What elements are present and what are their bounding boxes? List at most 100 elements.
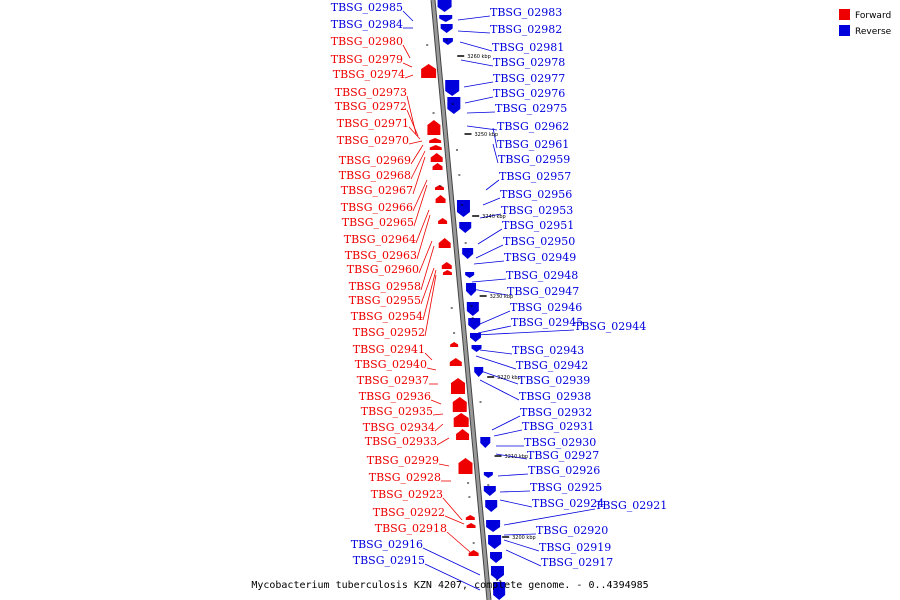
gene-label-tbsg_02915[interactable]: TBSG_02915: [353, 554, 425, 567]
gene-forward[interactable]: [438, 238, 451, 248]
gene-label-tbsg_02975[interactable]: TBSG_02975: [495, 102, 567, 115]
gene-forward[interactable]: [465, 515, 475, 520]
gene-reverse[interactable]: [486, 520, 501, 532]
gene-label-tbsg_02970[interactable]: TBSG_02970: [337, 134, 409, 147]
gene-label-tbsg_02977[interactable]: TBSG_02977: [493, 72, 565, 85]
gene-label-tbsg_02971[interactable]: TBSG_02971: [337, 117, 409, 130]
gene-label-tbsg_02985[interactable]: TBSG_02985: [331, 1, 403, 14]
gene-label-tbsg_02925[interactable]: TBSG_02925: [530, 481, 602, 494]
gene-label-tbsg_02934[interactable]: TBSG_02934: [363, 421, 435, 434]
gene-label-tbsg_02929[interactable]: TBSG_02929: [367, 454, 439, 467]
gene-forward[interactable]: [450, 342, 459, 347]
gene-label-tbsg_02958[interactable]: TBSG_02958: [349, 280, 421, 293]
gene-forward[interactable]: [449, 358, 462, 366]
gene-reverse[interactable]: [474, 367, 484, 377]
gene-reverse[interactable]: [456, 200, 470, 217]
gene-label-tbsg_02948[interactable]: TBSG_02948: [506, 269, 578, 282]
gene-label-tbsg_02930[interactable]: TBSG_02930: [524, 436, 596, 449]
gene-label-tbsg_02953[interactable]: TBSG_02953: [501, 204, 573, 217]
gene-reverse[interactable]: [470, 333, 481, 342]
gene-label-tbsg_02966[interactable]: TBSG_02966: [341, 201, 413, 214]
gene-label-tbsg_02945[interactable]: TBSG_02945: [511, 316, 583, 329]
gene-label-tbsg_02919[interactable]: TBSG_02919: [539, 541, 611, 554]
gene-reverse[interactable]: [483, 486, 496, 496]
gene-label-tbsg_02972[interactable]: TBSG_02972: [335, 100, 407, 113]
gene-label-tbsg_02947[interactable]: TBSG_02947: [507, 285, 579, 298]
gene-label-tbsg_02983[interactable]: TBSG_02983: [490, 6, 562, 19]
gene-label-tbsg_02960[interactable]: TBSG_02960: [347, 263, 419, 276]
gene-label-tbsg_02956[interactable]: TBSG_02956: [500, 188, 572, 201]
gene-reverse[interactable]: [445, 80, 460, 96]
gene-forward[interactable]: [442, 270, 452, 275]
gene-reverse[interactable]: [490, 552, 503, 563]
gene-label-tbsg_02938[interactable]: TBSG_02938: [519, 390, 591, 403]
gene-label-tbsg_02979[interactable]: TBSG_02979: [331, 53, 403, 66]
gene-label-tbsg_02955[interactable]: TBSG_02955: [349, 294, 421, 307]
gene-forward[interactable]: [452, 397, 467, 412]
gene-reverse[interactable]: [493, 582, 506, 600]
gene-label-tbsg_02976[interactable]: TBSG_02976: [493, 87, 565, 100]
gene-label-tbsg_02957[interactable]: TBSG_02957: [499, 170, 571, 183]
gene-label-tbsg_02940[interactable]: TBSG_02940: [355, 358, 427, 371]
gene-label-tbsg_02950[interactable]: TBSG_02950: [503, 235, 575, 248]
gene-label-tbsg_02980[interactable]: TBSG_02980: [331, 35, 403, 48]
gene-label-tbsg_02939[interactable]: TBSG_02939: [518, 374, 590, 387]
gene-label-tbsg_02926[interactable]: TBSG_02926: [528, 464, 600, 477]
gene-forward[interactable]: [430, 153, 443, 162]
gene-reverse[interactable]: [442, 38, 453, 45]
gene-label-tbsg_02961[interactable]: TBSG_02961: [497, 138, 569, 151]
gene-label-tbsg_02942[interactable]: TBSG_02942: [516, 359, 588, 372]
gene-label-tbsg_02933[interactable]: TBSG_02933: [365, 435, 437, 448]
gene-label-tbsg_02981[interactable]: TBSG_02981: [492, 41, 564, 54]
gene-reverse[interactable]: [468, 318, 481, 330]
gene-reverse[interactable]: [471, 345, 482, 352]
gene-label-tbsg_02916[interactable]: TBSG_02916: [351, 538, 423, 551]
gene-label-tbsg_02949[interactable]: TBSG_02949: [504, 251, 576, 264]
gene-reverse[interactable]: [459, 222, 472, 233]
gene-forward[interactable]: [451, 378, 466, 394]
gene-forward[interactable]: [456, 429, 470, 440]
gene-label-tbsg_02937[interactable]: TBSG_02937: [357, 374, 429, 387]
gene-label-tbsg_02973[interactable]: TBSG_02973: [335, 86, 407, 99]
gene-label-tbsg_02982[interactable]: TBSG_02982: [490, 23, 562, 36]
gene-reverse[interactable]: [490, 566, 504, 580]
gene-label-tbsg_02967[interactable]: TBSG_02967: [341, 184, 413, 197]
gene-label-tbsg_02968[interactable]: TBSG_02968: [339, 169, 411, 182]
gene-forward[interactable]: [458, 458, 473, 474]
gene-reverse[interactable]: [437, 0, 452, 12]
gene-label-tbsg_02954[interactable]: TBSG_02954: [351, 310, 423, 323]
gene-forward[interactable]: [466, 523, 476, 528]
gene-label-tbsg_02923[interactable]: TBSG_02923: [371, 488, 443, 501]
gene-label-tbsg_02978[interactable]: TBSG_02978: [493, 56, 565, 69]
gene-reverse[interactable]: [485, 500, 498, 512]
gene-label-tbsg_02931[interactable]: TBSG_02931: [522, 420, 594, 433]
gene-forward[interactable]: [435, 195, 446, 203]
gene-label-tbsg_02964[interactable]: TBSG_02964: [344, 233, 416, 246]
gene-label-tbsg_02946[interactable]: TBSG_02946: [510, 301, 582, 314]
gene-reverse[interactable]: [440, 24, 453, 33]
gene-label-tbsg_02984[interactable]: TBSG_02984: [331, 18, 403, 31]
gene-forward[interactable]: [429, 145, 442, 150]
gene-label-tbsg_02962[interactable]: TBSG_02962: [497, 120, 569, 133]
gene-label-tbsg_02944[interactable]: TBSG_02944: [574, 320, 646, 333]
gene-forward[interactable]: [429, 138, 442, 143]
gene-label-tbsg_02959[interactable]: TBSG_02959: [498, 153, 570, 166]
gene-reverse[interactable]: [439, 15, 453, 22]
gene-label-tbsg_02932[interactable]: TBSG_02932: [520, 406, 592, 419]
gene-forward[interactable]: [427, 120, 441, 135]
gene-label-tbsg_02935[interactable]: TBSG_02935: [361, 405, 433, 418]
gene-reverse[interactable]: [480, 437, 491, 448]
gene-forward[interactable]: [435, 185, 444, 190]
gene-reverse[interactable]: [462, 248, 474, 259]
gene-label-tbsg_02941[interactable]: TBSG_02941: [353, 343, 425, 356]
gene-label-tbsg_02927[interactable]: TBSG_02927: [527, 449, 599, 462]
gene-label-tbsg_02921[interactable]: TBSG_02921: [595, 499, 667, 512]
gene-forward[interactable]: [421, 64, 437, 78]
gene-reverse[interactable]: [466, 283, 477, 296]
gene-forward[interactable]: [453, 413, 469, 427]
gene-label-tbsg_02920[interactable]: TBSG_02920: [536, 524, 608, 537]
gene-label-tbsg_02965[interactable]: TBSG_02965: [342, 216, 414, 229]
gene-label-tbsg_02918[interactable]: TBSG_02918: [375, 522, 447, 535]
gene-label-tbsg_02952[interactable]: TBSG_02952: [353, 326, 425, 339]
gene-forward[interactable]: [468, 550, 479, 556]
